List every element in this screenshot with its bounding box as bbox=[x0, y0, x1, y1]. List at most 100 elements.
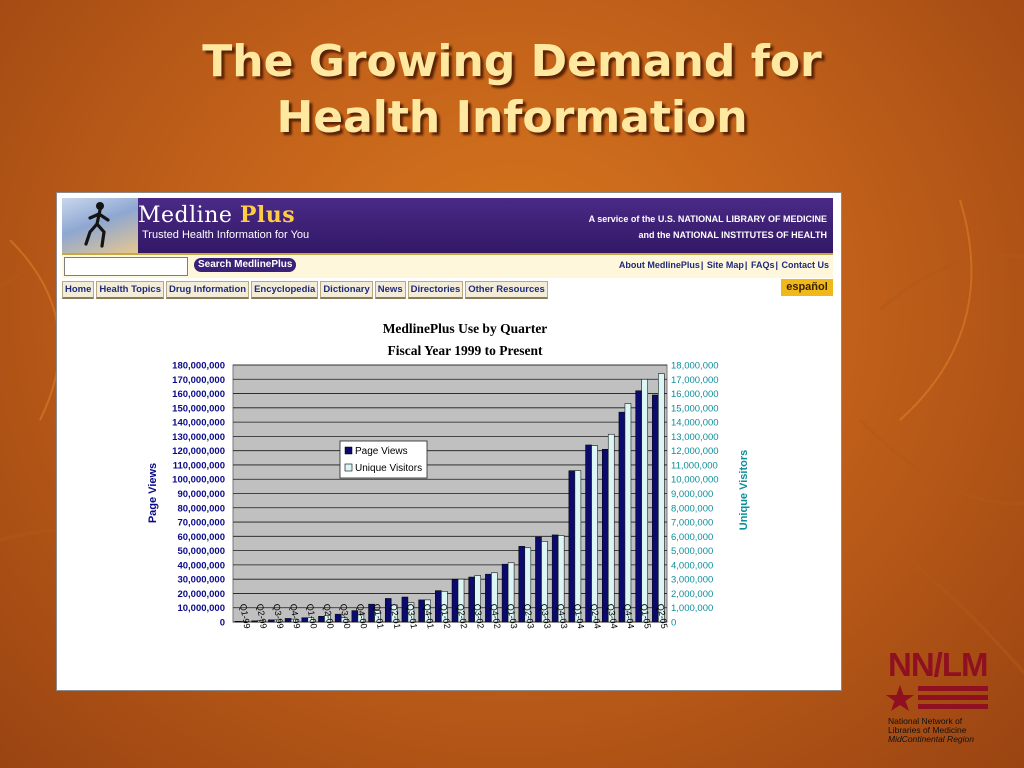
tab-dictionary[interactable]: Dictionary bbox=[320, 281, 373, 299]
y-tick-label: 50,000,000 bbox=[177, 546, 225, 557]
bar-page-views bbox=[301, 617, 309, 623]
link-site-map[interactable]: Site Map bbox=[706, 260, 744, 270]
y-tick-label: 10,000,000 bbox=[177, 603, 225, 614]
bar-unique-visitors bbox=[290, 618, 298, 623]
bar-unique-visitors bbox=[390, 604, 398, 623]
bar-page-views bbox=[318, 616, 325, 623]
y2-tick-label: 15,000,000 bbox=[671, 403, 719, 414]
x-tick-label: Q1-02 bbox=[438, 603, 452, 629]
nav-tabs: Home Health Topics Drug Information Encyclo… bbox=[62, 279, 550, 299]
tab-news[interactable]: News bbox=[374, 281, 406, 299]
bar-unique-visitors bbox=[607, 433, 615, 623]
link-about[interactable]: About MedlinePlus bbox=[618, 260, 700, 270]
runner-photo bbox=[62, 198, 138, 253]
x-tick-label: Q2-00 bbox=[321, 603, 335, 629]
bar-page-views bbox=[284, 618, 292, 623]
y2-tick-label: 14,000,000 bbox=[671, 418, 719, 429]
bar-unique-visitors bbox=[274, 619, 281, 623]
bar-unique-visitors bbox=[441, 591, 448, 623]
medlineplus-screenshot: Medline Plus Trusted Health Information … bbox=[56, 192, 842, 691]
x-tick-label: Q1-00 bbox=[305, 603, 319, 629]
slide-title-line-2: Health Information bbox=[276, 92, 748, 143]
y2-tick-label: 5,000,000 bbox=[671, 546, 713, 557]
x-tick-label: Q3-01 bbox=[405, 603, 419, 629]
bar-page-views bbox=[234, 621, 242, 623]
tab-other-resources[interactable]: Other Resources bbox=[465, 281, 548, 299]
y-tick-label: 40,000,000 bbox=[177, 560, 225, 571]
x-tick-label: Q1-01 bbox=[372, 603, 386, 629]
tab-drug-information[interactable]: Drug Information bbox=[166, 281, 250, 299]
legend-label-unique-visitors: Unique Visitors bbox=[355, 463, 422, 474]
service-line-2: and the NATIONAL INSTITUTES OF HEALTH bbox=[638, 230, 828, 240]
legend-label-page-views: Page Views bbox=[355, 446, 408, 457]
logo-plus: Plus bbox=[239, 202, 296, 228]
y-tick-label: 120,000,000 bbox=[172, 446, 225, 457]
y2-tick-label: 16,000,000 bbox=[671, 389, 719, 400]
x-tick-label: Q1-99 bbox=[238, 603, 252, 629]
espanol-button[interactable]: español bbox=[781, 279, 833, 296]
bar-page-views bbox=[601, 448, 609, 623]
x-tick-label: Q3-99 bbox=[271, 603, 285, 629]
y-tick-label: 80,000,000 bbox=[177, 503, 225, 514]
bar-unique-visitors bbox=[424, 599, 431, 623]
tagline: Trusted Health Information for You bbox=[142, 229, 310, 241]
medlineplus-logo[interactable]: Medline Plus bbox=[138, 202, 295, 228]
x-tick-label: Q2-99 bbox=[255, 603, 269, 629]
logo-medline: Medline bbox=[138, 203, 233, 228]
medlineplus-header: Medline Plus Trusted Health Information … bbox=[62, 198, 833, 253]
bar-page-views bbox=[268, 619, 275, 623]
y-tick-label: 100,000,000 bbox=[172, 475, 225, 486]
y2-tick-label: 4,000,000 bbox=[671, 560, 713, 571]
link-faqs[interactable]: FAQs bbox=[750, 260, 775, 270]
bar-unique-visitors bbox=[257, 620, 265, 623]
y2-tick-label: 7,000,000 bbox=[671, 518, 713, 529]
y2-tick-label: 9,000,000 bbox=[671, 489, 713, 500]
bar-unique-visitors bbox=[658, 373, 665, 623]
x-tick-label: Q2-02 bbox=[455, 603, 469, 629]
x-tick-label: Q4-02 bbox=[488, 603, 502, 629]
x-tick-label: Q3-00 bbox=[338, 603, 352, 629]
link-contact[interactable]: Contact Us bbox=[781, 260, 829, 270]
y2-tick-label: 17,000,000 bbox=[671, 375, 719, 386]
y-tick-label: 110,000,000 bbox=[173, 460, 225, 471]
nnlm-line-3: MidContinental Region bbox=[888, 734, 974, 744]
y-tick-label: 140,000,000 bbox=[172, 418, 225, 429]
search-button[interactable]: Search MedlinePlus bbox=[194, 258, 297, 272]
bar-unique-visitors bbox=[574, 470, 582, 623]
x-tick-label: Q4-01 bbox=[422, 603, 436, 629]
nnlm-mark: NN/LM bbox=[888, 646, 988, 683]
slide-title-line-1: The Growing Demand for bbox=[202, 36, 822, 87]
bar-unique-visitors bbox=[307, 617, 315, 623]
legend-swatch-unique-visitors bbox=[344, 463, 353, 472]
x-tick-label: Q2-01 bbox=[388, 603, 402, 629]
x-tick-label: Q1-04 bbox=[572, 603, 586, 629]
x-tick-label: Q2-03 bbox=[522, 603, 536, 629]
slide-title: The Growing Demand for Health Informatio… bbox=[0, 34, 1024, 146]
y2-tick-label: 18,000,000 bbox=[671, 361, 719, 372]
tab-encyclopedia[interactable]: Encyclopedia bbox=[251, 281, 319, 299]
tab-home[interactable]: Home bbox=[62, 281, 95, 299]
y2-tick-label: 12,000,000 bbox=[671, 446, 719, 457]
bar-page-views bbox=[585, 444, 592, 623]
tab-health-topics[interactable]: Health Topics bbox=[96, 281, 164, 299]
x-tick-label: Q1-03 bbox=[505, 603, 519, 629]
y-tick-label: 0 bbox=[220, 618, 225, 629]
bar-page-views bbox=[652, 394, 659, 623]
y-tick-label: 130,000,000 bbox=[172, 432, 225, 443]
runner-figure-icon bbox=[84, 202, 110, 248]
tab-directories[interactable]: Directories bbox=[407, 281, 464, 299]
bar-unique-visitors bbox=[507, 562, 515, 623]
bar-page-views bbox=[618, 411, 626, 623]
chart: 0 10,000,000 20,000,000 30,000,000 40,000,00… bbox=[147, 361, 750, 630]
y2-tick-label: 13,000,000 bbox=[671, 432, 719, 443]
chart-subtitle: Fiscal Year 1999 to Present bbox=[387, 343, 543, 358]
y2-tick-label: 2,000,000 bbox=[671, 589, 713, 600]
search-bar-row: Search MedlinePlus About MedlinePlus| Si… bbox=[62, 255, 833, 278]
y2-tick-label: 10,000,000 bbox=[671, 475, 719, 486]
y2-tick-label: 0 bbox=[671, 618, 676, 629]
bar-unique-visitors bbox=[491, 572, 498, 623]
x-tick-label: Q3-04 bbox=[605, 603, 619, 629]
y-tick-label: 180,000,000 bbox=[172, 361, 225, 372]
search-input[interactable] bbox=[64, 257, 188, 276]
x-tick-label: Q2-05 bbox=[655, 603, 669, 629]
